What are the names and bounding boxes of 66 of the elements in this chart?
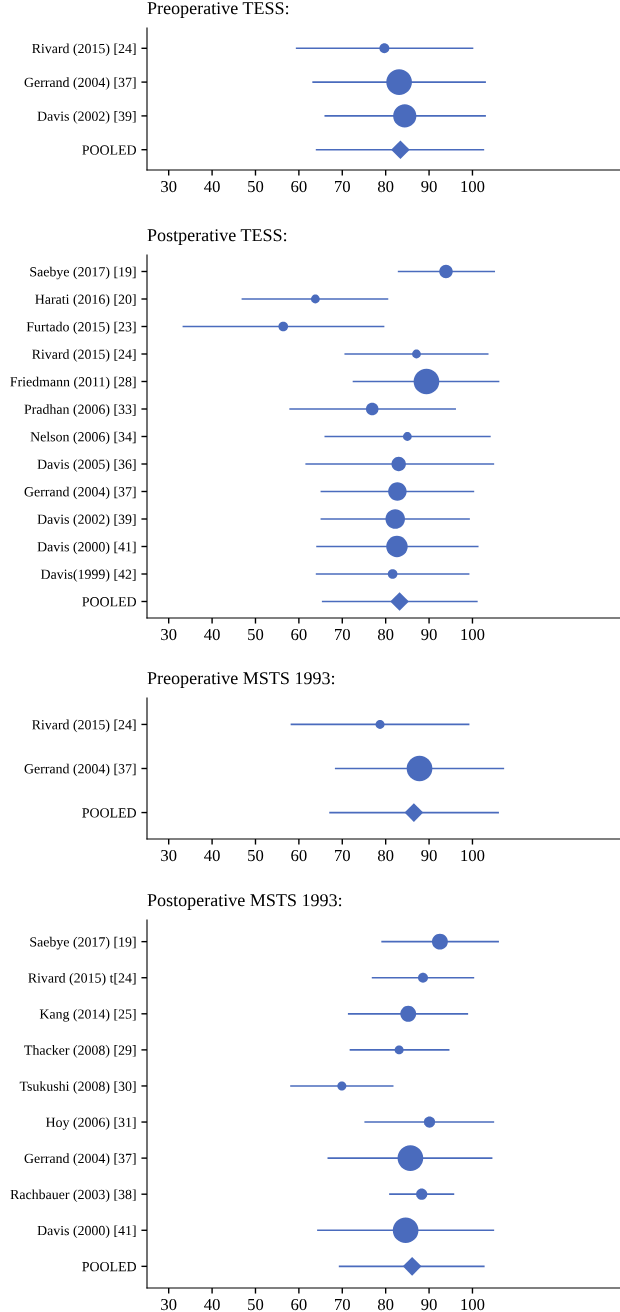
chart-title: Postoperative MSTS 1993:	[147, 894, 342, 910]
x-tick-label: 70	[335, 180, 350, 193]
x-tick-label: 70	[335, 628, 350, 641]
y-tick-label: Gerrand (2004) [37]	[24, 1153, 136, 1166]
y-tick-label: Gerrand (2004) [37]	[24, 763, 136, 777]
x-tick-label: 100	[461, 1298, 485, 1311]
x-tick-label: 40	[204, 180, 220, 193]
x-tick-label: 80	[377, 1298, 394, 1311]
x-tick-label: 80	[377, 628, 394, 641]
y-tick-label: Rivard (2015) t[24]	[28, 972, 136, 986]
x-tick-label: 50	[248, 849, 264, 862]
y-tick-label: Harati (2016) [20]	[35, 294, 136, 307]
x-tick-label: 80	[377, 180, 394, 193]
y-tick-label: Davis(1999) [42]	[40, 569, 136, 582]
y-tick-label: POOLED	[82, 597, 137, 607]
x-tick-label: 40	[204, 849, 220, 862]
x-tick-label: 60	[291, 849, 307, 862]
y-tick-label: Gerrand (2004) [37]	[24, 486, 136, 500]
y-tick-label: Davis (2000) [41]	[37, 1225, 136, 1239]
chart-title: Preoperative MSTS 1993:	[147, 672, 335, 688]
y-tick-label: Thacker (2008) [29]	[24, 1045, 136, 1058]
x-tick-label: 50	[248, 628, 264, 641]
x-tick-label: 60	[291, 628, 307, 641]
x-tick-label: 90	[421, 628, 437, 641]
y-tick-label: Davis (2002) [39]	[37, 514, 136, 527]
y-tick-label: Saebye (2017) [19]	[30, 266, 136, 280]
y-tick-label: Furtado (2015) [23]	[26, 321, 136, 335]
y-tick-label: Rivard (2015) [24]	[32, 349, 136, 362]
y-tick-label: Hoy (2006) [31]	[45, 1117, 136, 1130]
y-tick-label: POOLED	[82, 145, 137, 155]
y-tick-label: Davis (2000) [41]	[37, 541, 136, 555]
x-tick-label: 90	[421, 849, 437, 862]
x-tick-label: 30	[161, 1298, 177, 1311]
x-tick-label: 30	[161, 849, 177, 862]
y-tick-label: Rivard (2015) [24]	[32, 43, 136, 57]
y-tick-label: Tsukushi (2008) [30]	[19, 1081, 136, 1094]
y-tick-label: Nelson (2006) [34]	[30, 431, 136, 445]
x-tick-label: 40	[204, 1298, 220, 1311]
chart-title: Postperative TESS:	[147, 229, 287, 245]
y-tick-label: Friedmann (2011) [28]	[10, 376, 136, 390]
x-tick-label: 30	[161, 180, 177, 193]
x-tick-label: 80	[377, 849, 394, 862]
x-tick-label: 50	[248, 180, 264, 193]
x-tick-label: 90	[421, 180, 437, 193]
x-tick-label: 50	[248, 1298, 264, 1311]
x-tick-label: 70	[335, 849, 350, 862]
chart-title: Preoperative TESS:	[147, 2, 289, 18]
x-tick-label: 70	[335, 1298, 350, 1311]
y-tick-label: Davis (2002) [39]	[37, 111, 136, 124]
y-tick-label: Davis (2005) [36]	[37, 459, 136, 472]
y-tick-label: Gerrand (2004) [37]	[24, 77, 136, 90]
y-tick-label: Rivard (2015) [24]	[32, 719, 136, 733]
y-tick-label: Rachbauer (2003) [38]	[10, 1189, 136, 1202]
x-tick-label: 40	[204, 628, 220, 641]
y-tick-label: POOLED	[82, 1261, 137, 1272]
y-tick-label: Pradhan (2006) [33]	[24, 404, 136, 417]
x-tick-label: 100	[461, 628, 485, 641]
y-tick-label: Kang (2014) [25]	[39, 1008, 136, 1022]
x-tick-label: 30	[161, 628, 177, 641]
y-tick-label: POOLED	[82, 808, 137, 818]
x-tick-label: 100	[461, 849, 485, 862]
x-tick-label: 60	[291, 180, 307, 193]
x-tick-label: 90	[421, 1298, 437, 1311]
x-tick-label: 100	[461, 180, 485, 193]
y-tick-label: Saebye (2017) [19]	[30, 936, 136, 950]
x-tick-label: 60	[291, 1298, 307, 1311]
